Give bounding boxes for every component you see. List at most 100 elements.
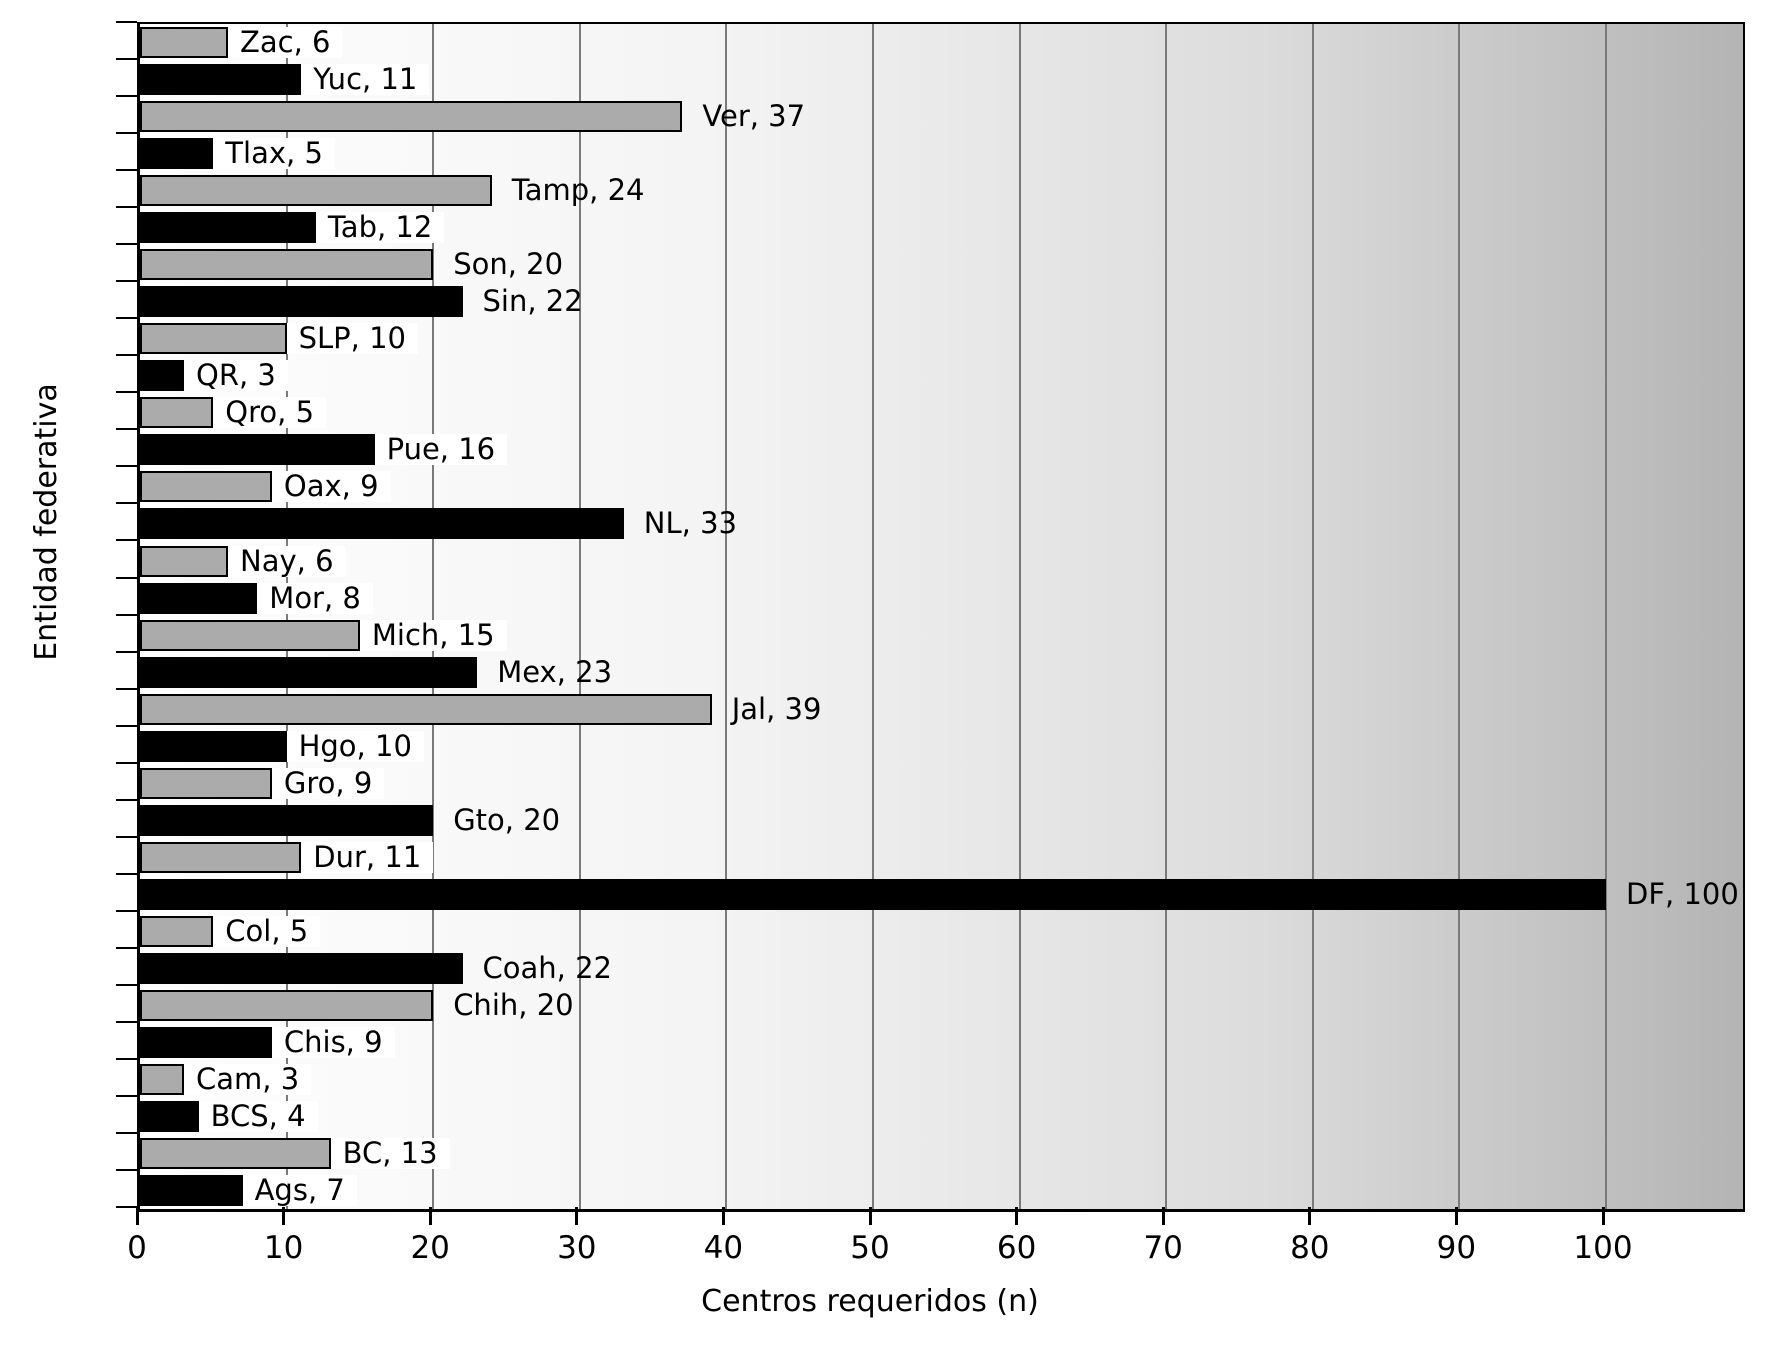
- bar-coah: [140, 952, 463, 984]
- x-tick-label-80: 80: [1290, 1230, 1330, 1266]
- bar-label-gro: Gro, 9: [271, 767, 385, 799]
- x-tick-80: [1308, 1207, 1312, 1225]
- bar-label-tlax: Tlax, 5: [213, 138, 335, 170]
- y-tick: [116, 687, 137, 690]
- bar-label-hgo: Hgo, 10: [286, 730, 424, 762]
- y-tick: [116, 95, 137, 98]
- bar-jal: [140, 693, 712, 725]
- bar-label-chih: Chih, 20: [453, 987, 574, 1022]
- y-tick: [116, 21, 137, 23]
- bar-nl: [140, 508, 624, 540]
- bar-gto: [140, 804, 434, 836]
- gridline-20: [432, 24, 435, 1209]
- bar-chis: [140, 1026, 272, 1058]
- y-tick: [116, 1020, 137, 1023]
- bar-label-nay: Nay, 6: [228, 545, 346, 577]
- y-tick: [116, 613, 137, 616]
- bar-label-sin: Sin, 22: [482, 284, 583, 319]
- bar-label-tab: Tab, 12: [315, 212, 445, 244]
- bar-label-mor: Mor, 8: [257, 582, 373, 614]
- y-tick: [116, 206, 137, 209]
- bar-hgo: [140, 730, 287, 762]
- bar-qro: [140, 397, 214, 429]
- bar-tab: [140, 212, 316, 244]
- bar-son: [140, 249, 434, 281]
- gridline-40: [725, 24, 728, 1209]
- x-tick-60: [1015, 1207, 1019, 1225]
- bar-label-yuc: Yuc, 11: [301, 64, 430, 95]
- y-tick: [116, 1057, 137, 1060]
- y-tick: [116, 798, 137, 801]
- gridline-80: [1311, 24, 1314, 1209]
- x-tick-0: [135, 1207, 139, 1225]
- plot-area: Zac, 6 Yuc, 11 Ver, 37 Tlax, 5 Tamp, 24 Tab, …: [137, 22, 1745, 1212]
- bar-label-cam: Cam, 3: [184, 1063, 312, 1095]
- bar-qr: [140, 360, 184, 392]
- x-tick-10: [282, 1207, 286, 1225]
- bar-label-nl: NL, 33: [643, 506, 737, 541]
- bar-label-chis: Chis, 9: [271, 1026, 395, 1058]
- bar-chih: [140, 989, 434, 1021]
- gridline-100: [1605, 24, 1607, 1209]
- bar-bcs: [140, 1100, 199, 1132]
- y-tick: [116, 539, 137, 542]
- x-tick-label-90: 90: [1436, 1230, 1477, 1266]
- bar-label-mex: Mex, 23: [497, 654, 613, 689]
- bar-bc: [140, 1138, 331, 1169]
- bar-label-qro: Qro, 5: [213, 397, 327, 429]
- y-tick: [116, 983, 137, 986]
- x-tick-label-30: 30: [557, 1230, 597, 1266]
- bar-cam: [140, 1063, 184, 1095]
- bar-zac: [140, 27, 228, 58]
- y-tick: [116, 761, 137, 764]
- y-tick: [116, 650, 137, 653]
- bar-yuc: [140, 64, 302, 95]
- y-tick: [116, 909, 137, 912]
- bar-sin: [140, 286, 463, 318]
- bar-label-oax: Oax, 9: [271, 471, 391, 503]
- bar-tlax: [140, 138, 214, 170]
- bar-slp: [140, 323, 287, 355]
- bar-label-col: Col, 5: [213, 915, 321, 947]
- bar-pue: [140, 434, 375, 466]
- gridline-30: [578, 24, 581, 1209]
- bar-label-tamp: Tamp, 24: [511, 173, 645, 208]
- y-tick: [116, 946, 137, 949]
- x-tick-20: [428, 1207, 432, 1225]
- y-tick: [116, 576, 137, 579]
- bar-tamp: [140, 175, 492, 207]
- bar-ver: [140, 101, 683, 133]
- y-tick: [116, 1169, 137, 1171]
- y-tick: [116, 354, 137, 357]
- bar-mex: [140, 656, 478, 688]
- bar-label-slp: SLP, 10: [286, 323, 418, 355]
- bar-ags: [140, 1175, 243, 1206]
- bar-mich: [140, 619, 360, 651]
- bar-label-mich: Mich, 15: [359, 619, 507, 651]
- x-tick-70: [1161, 1207, 1165, 1225]
- y-tick: [116, 872, 137, 875]
- y-tick: [116, 465, 137, 468]
- bar-label-jal: Jal, 39: [731, 691, 822, 726]
- y-axis-title: Entidad federativa: [29, 383, 64, 661]
- x-tick-50: [868, 1207, 872, 1225]
- bar-gro: [140, 767, 272, 799]
- x-tick-90: [1454, 1207, 1458, 1225]
- bar-label-pue: Pue, 16: [374, 434, 508, 466]
- y-tick: [116, 58, 137, 60]
- gridline-90: [1458, 24, 1461, 1209]
- y-tick: [116, 243, 137, 246]
- bar-mor: [140, 582, 258, 614]
- y-tick: [116, 428, 137, 431]
- y-tick: [116, 835, 137, 838]
- bar-label-son: Son, 20: [453, 247, 564, 282]
- y-tick: [116, 1206, 137, 1208]
- y-tick: [116, 1094, 137, 1097]
- gridline-70: [1165, 24, 1168, 1209]
- y-tick: [116, 502, 137, 505]
- y-tick: [116, 169, 137, 172]
- x-tick-label-100: 100: [1573, 1230, 1633, 1266]
- bar-label-coah: Coah, 22: [482, 950, 612, 985]
- bar-label-dur: Dur, 11: [301, 841, 434, 873]
